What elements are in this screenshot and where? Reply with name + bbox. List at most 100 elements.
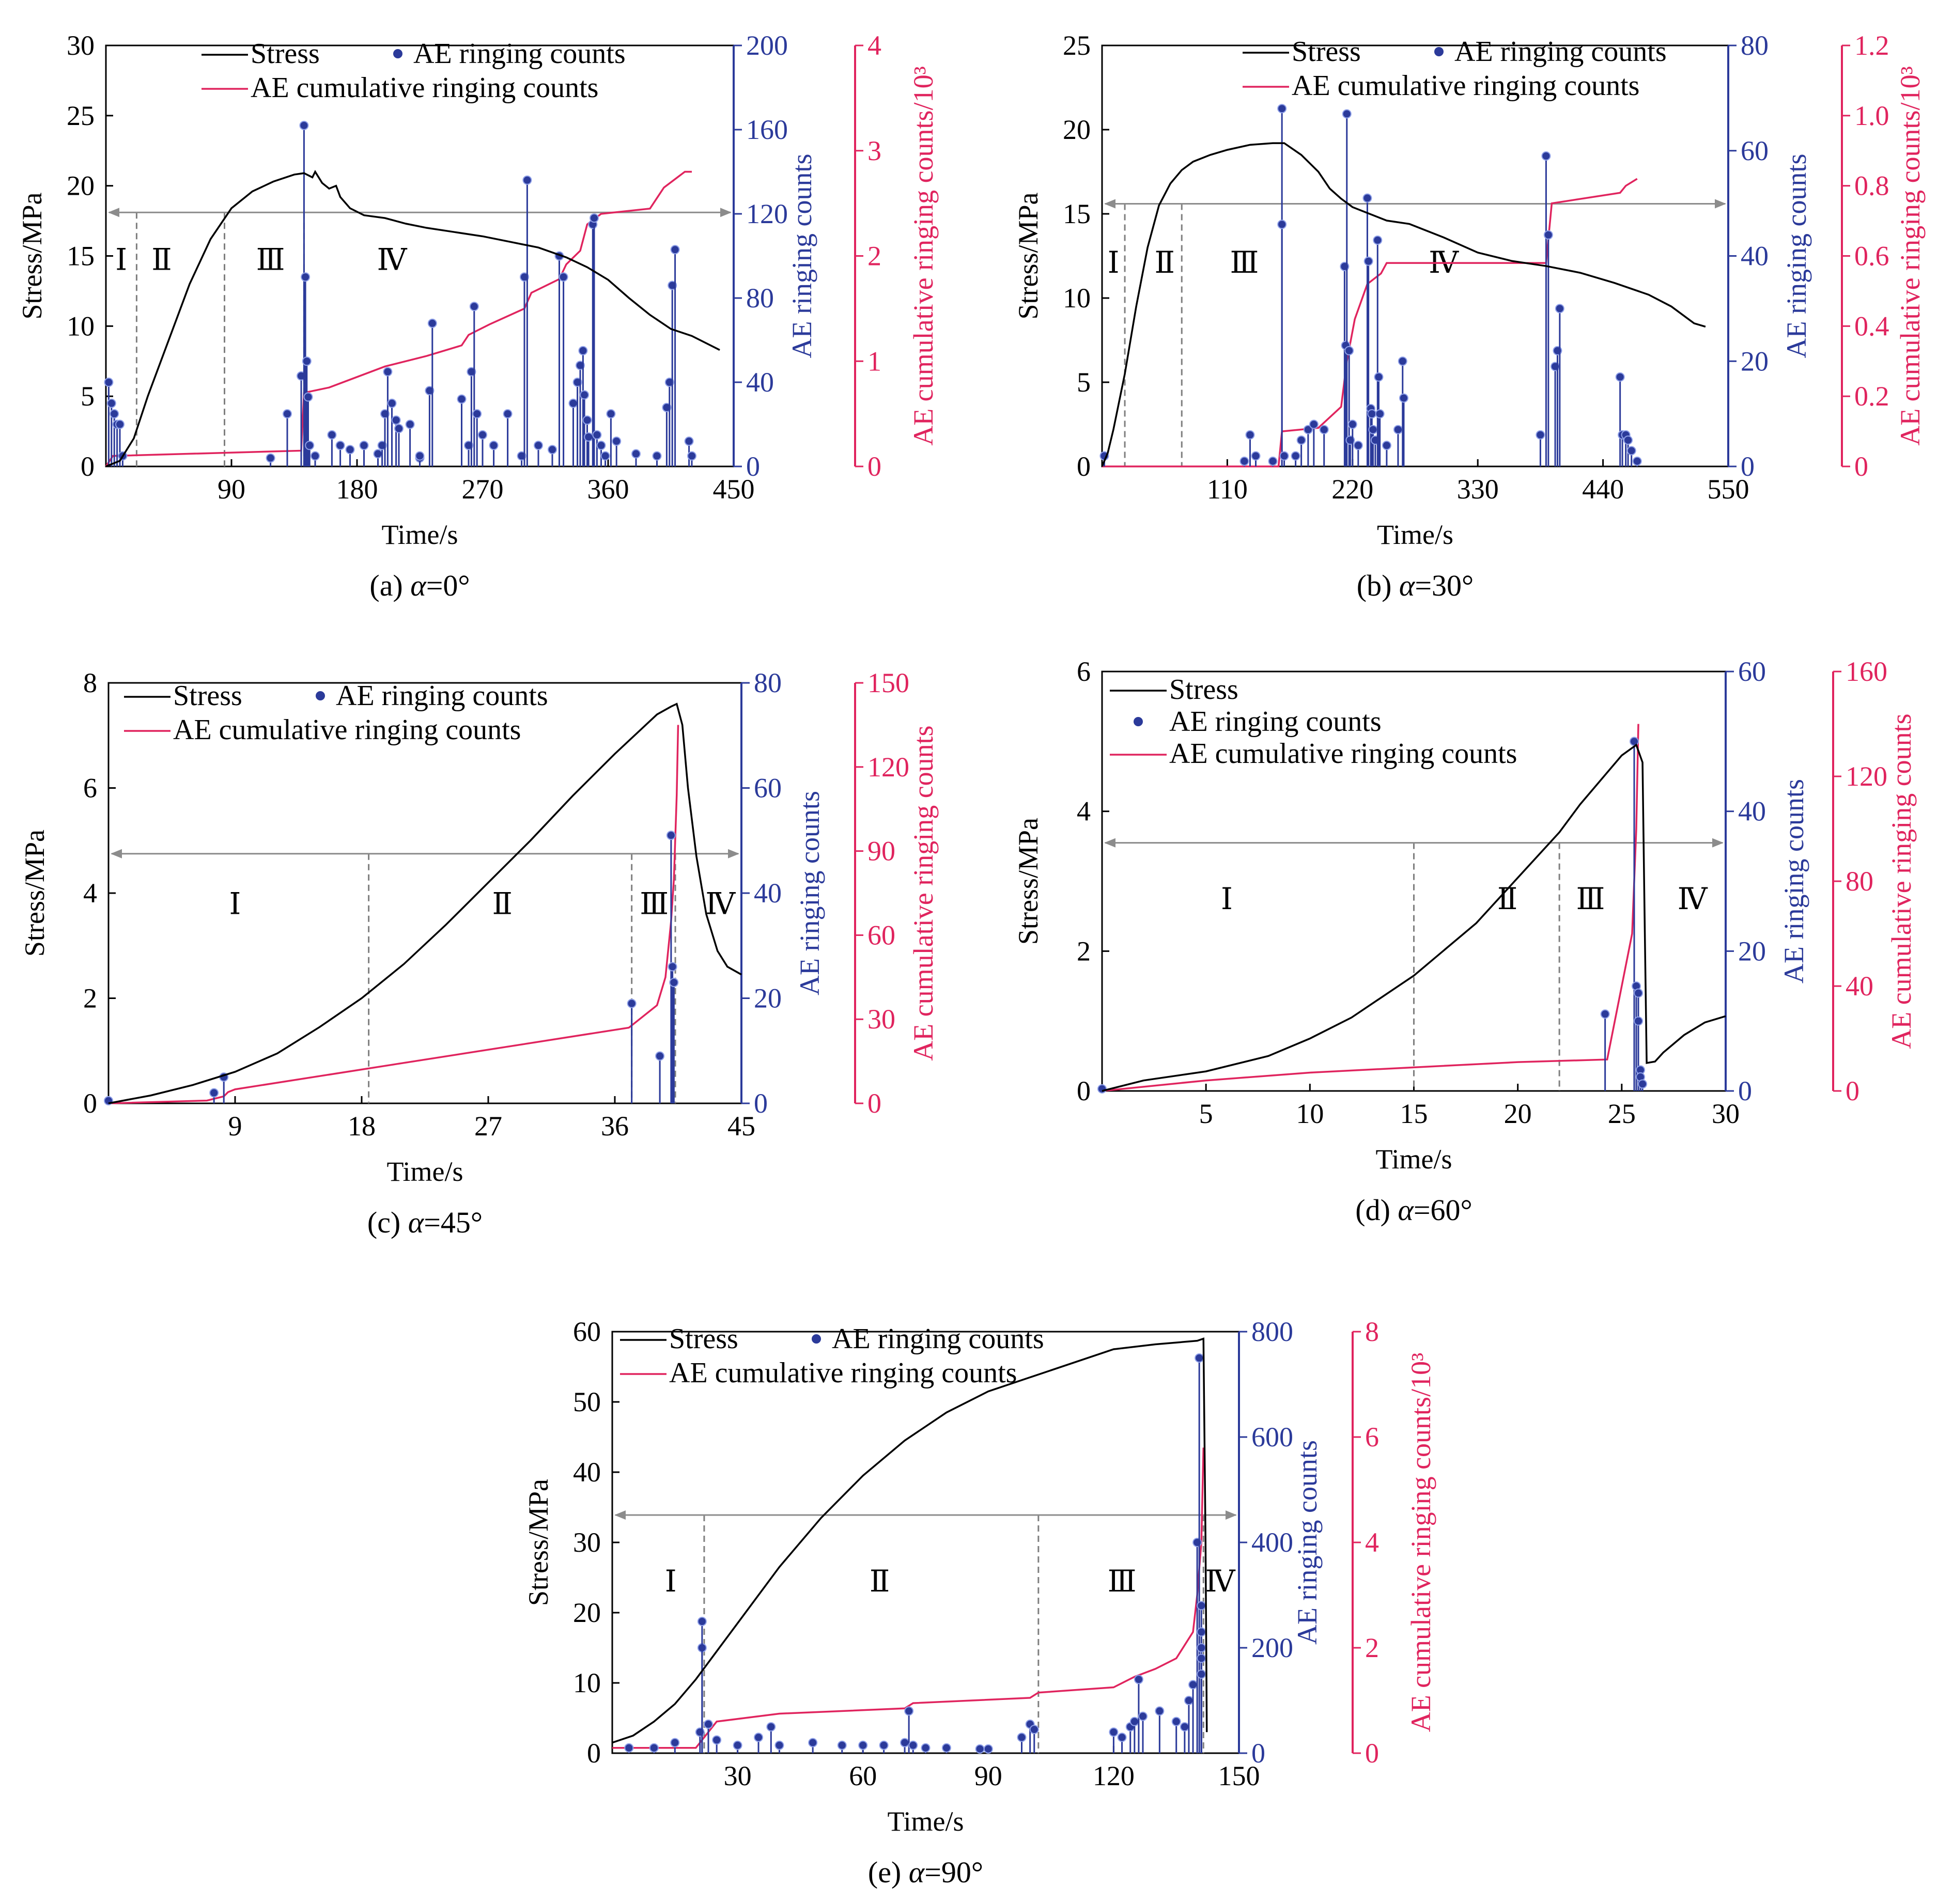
- ae-marker: [1362, 193, 1372, 203]
- ae-marker: [655, 1051, 665, 1061]
- panel-c: 9 18 27 36 45 Time/s 0 2 4 6 8 Stress/MPa 0 20 40 60 80 A…: [19, 667, 939, 1239]
- x-tick-label: 27: [474, 1111, 502, 1142]
- x-tick-label: 90: [218, 474, 245, 505]
- ae-marker: [900, 1738, 910, 1747]
- ae-marker: [1363, 256, 1373, 266]
- phase-label: Ⅰ: [1108, 246, 1120, 279]
- cum-tick-label: 3: [867, 135, 881, 166]
- ae-marker: [580, 390, 590, 400]
- ae-marker: [983, 1744, 993, 1754]
- phase-label: Ⅰ: [229, 887, 241, 921]
- ae-marker: [1319, 425, 1329, 434]
- y-tick-label: 4: [1077, 796, 1091, 827]
- ae-marker: [1029, 1725, 1039, 1735]
- ae-marker: [1373, 235, 1383, 245]
- ae-axis-label: AE ringing counts: [1781, 154, 1812, 358]
- ae-marker: [345, 445, 355, 455]
- x-tick-label: 90: [974, 1760, 1002, 1791]
- ae-tick-label: 400: [1251, 1527, 1293, 1558]
- ae-marker: [1129, 1716, 1139, 1726]
- ae-marker: [1303, 425, 1313, 434]
- plot-frame: [1101, 44, 1729, 467]
- caption-prefix: (a): [369, 569, 410, 602]
- stress-curve: [1101, 142, 1706, 467]
- arrow-head-left: [111, 849, 122, 859]
- ae-marker: [975, 1744, 985, 1754]
- ae-marker: [311, 451, 320, 461]
- ae-marker: [548, 445, 557, 455]
- legend-cum-label: AE cumulative ringing counts: [251, 72, 598, 104]
- legend-stress-label: Stress: [251, 38, 320, 70]
- cum-tick-label: 2: [867, 241, 881, 272]
- arrow-head-right: [728, 849, 739, 859]
- legend-ae-label: AE ringing counts: [336, 680, 548, 712]
- x-tick-label: 120: [1093, 1760, 1135, 1791]
- y-tick-label: 40: [573, 1457, 601, 1488]
- ae-marker: [383, 367, 393, 377]
- phase-label: Ⅳ: [705, 887, 736, 921]
- x-tick-label: 9: [228, 1111, 242, 1142]
- ae-marker: [1353, 441, 1363, 450]
- y-tick-label: 0: [587, 1738, 601, 1769]
- cumulative-counts-line: [108, 725, 679, 1104]
- panel-d: 5 10 15 20 25 30 Time/s 0 2 4 6 Stress/MPa 0 20 40 60 AE…: [1013, 656, 1917, 1227]
- cum-tick-label: 80: [1846, 866, 1873, 897]
- legend-cum-label: AE cumulative ringing counts: [173, 714, 521, 746]
- ae-marker: [489, 441, 499, 450]
- ae-marker: [670, 1738, 680, 1747]
- ae-marker: [1277, 104, 1287, 114]
- ae-marker: [303, 392, 313, 402]
- ae-marker: [733, 1740, 742, 1750]
- legend-ae-label: AE ringing counts: [1454, 36, 1667, 68]
- ae-marker: [1291, 451, 1300, 461]
- legend-stress-label: Stress: [1292, 36, 1361, 68]
- ae-tick-label: 160: [746, 114, 788, 145]
- ae-marker: [559, 272, 568, 282]
- ae-marker: [908, 1740, 918, 1750]
- ae-marker: [1382, 441, 1391, 450]
- cum-tick-label: 2: [1365, 1632, 1379, 1663]
- cumulative-counts-line: [1102, 178, 1638, 467]
- panel-a: 90 180 270 360 450Time/s051015202530Stress/M…: [17, 30, 939, 602]
- cum-tick-label: 1.0: [1854, 100, 1889, 131]
- cum-axis-label: AE cumulative ringing counts/10³: [1405, 1353, 1436, 1733]
- x-tick-label: 45: [727, 1111, 755, 1142]
- y-tick-label: 6: [1077, 656, 1091, 687]
- x-tick-label: 220: [1331, 474, 1373, 505]
- ae-marker: [503, 409, 513, 419]
- ae-tick-label: 20: [1738, 935, 1766, 966]
- ae-marker: [600, 451, 610, 461]
- stress-curve: [108, 703, 742, 1104]
- y-axis-label-stress: Stress/MPa: [17, 192, 48, 319]
- cum-tick-label: 0.6: [1854, 241, 1889, 272]
- caption-prefix: (d): [1355, 1193, 1398, 1227]
- caption-value: =30°: [1415, 569, 1474, 602]
- y-tick-label: 50: [573, 1386, 601, 1417]
- ae-marker: [266, 453, 275, 463]
- ae-marker: [469, 302, 479, 311]
- ae-marker: [209, 1088, 219, 1098]
- cum-tick-label: 120: [1846, 761, 1887, 792]
- ae-tick-label: 80: [754, 667, 782, 698]
- ae-axis-label: AE ringing counts: [1778, 779, 1809, 984]
- y-axis-label-stress: Stress/MPa: [19, 830, 50, 957]
- ae-tick-label: 0: [1251, 1738, 1265, 1769]
- cum-tick-label: 6: [1365, 1422, 1379, 1453]
- y-tick-label: 60: [573, 1316, 601, 1347]
- x-tick-label: 270: [462, 474, 504, 505]
- panel-caption: (d) α=60°: [1355, 1193, 1473, 1227]
- arrow-head-left: [614, 1510, 626, 1520]
- panel-b: 110 220 330 440 550 Time/s 0 5 10 15 20 25 Stress/MP…: [1013, 30, 1926, 602]
- panel-caption: (e) α=90°: [868, 1855, 983, 1889]
- ae-tick-label: 60: [1741, 135, 1769, 166]
- caption-prefix: (e): [868, 1855, 909, 1889]
- x-axis-label: Time/s: [1375, 1144, 1452, 1175]
- cum-tick-label: 4: [867, 30, 881, 61]
- y-axis-label-stress: Stress/MPa: [523, 1479, 554, 1606]
- ae-marker: [1017, 1733, 1027, 1742]
- cum-tick-label: 0.8: [1854, 170, 1889, 201]
- ae-marker: [104, 378, 114, 387]
- ae-marker: [522, 175, 532, 185]
- x-tick-label: 360: [587, 474, 629, 505]
- ae-tick-label: 0: [754, 1088, 768, 1119]
